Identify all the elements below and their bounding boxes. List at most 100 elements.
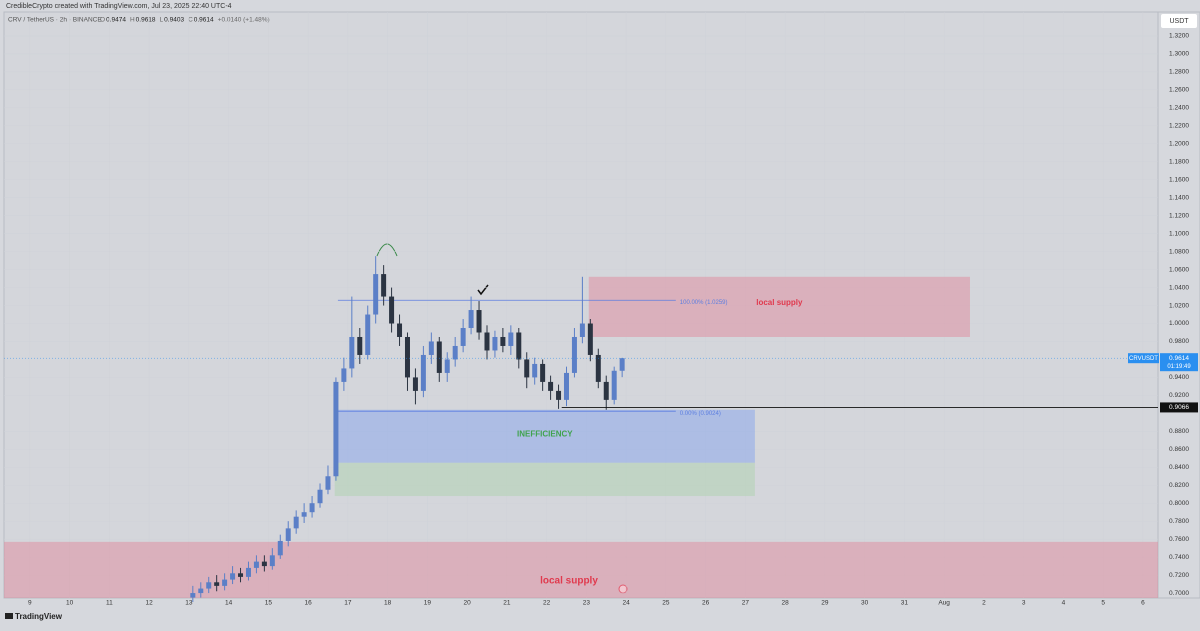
y-tick-label: 1.2800 [1169,69,1189,76]
x-tick-label: 12 [145,600,153,607]
fib-label: 100.00% (1.0259) [680,300,728,306]
candle-body [404,336,410,378]
candle-body [285,528,291,541]
candle-body [619,358,625,371]
ohlc-item: 0.9614 [194,17,214,24]
x-tick-label: 28 [782,600,790,607]
y-tick-label: 0.9400 [1169,374,1189,381]
candle-body [333,381,339,477]
candle-body [301,512,307,517]
x-tick-label: 31 [901,600,909,607]
y-tick-label: 1.0200 [1169,302,1189,309]
candle-body [436,341,442,373]
plot-area [3,11,1159,599]
x-tick-label: 26 [702,600,710,607]
ohlc-item: O [100,17,105,24]
zone [334,409,755,463]
y-tick-label: 0.8400 [1169,464,1189,471]
y-tick-label: 1.0800 [1169,248,1189,255]
y-tick-label: 0.9800 [1169,338,1189,345]
x-tick-label: 23 [583,600,591,607]
y-tick-label: 0.8200 [1169,482,1189,489]
candle-body [230,573,236,580]
candle-body [397,323,403,337]
candle-body [293,516,299,529]
x-tick-label: 29 [821,600,829,607]
x-tick-label: Aug [938,600,950,607]
candle-body [365,314,371,355]
x-tick-label: 11 [106,600,113,607]
candle-body [579,323,585,337]
ohlc-item: 0.9474 [106,17,126,24]
candle-body [524,359,530,378]
candle-body [277,540,283,556]
x-tick-label: 5 [1101,600,1105,607]
candle-body [381,274,387,297]
y-tick-label: 1.0400 [1169,284,1189,291]
candle-body [500,336,506,346]
zone [4,541,1158,598]
x-tick-label: 6 [1141,600,1145,607]
candle-body [253,561,259,568]
candle-body [460,328,466,346]
candle-body [309,503,315,513]
x-tick-label: 18 [384,600,392,607]
x-tick-label: 13 [185,600,193,607]
candle-body [540,363,546,382]
currency: USDT [1169,18,1189,25]
candle-body [269,555,275,567]
zone-label: INEFFICIENCY [517,429,573,438]
candle-body [563,372,569,400]
y-tick-label: 1.2200 [1169,123,1189,130]
candle-body [476,310,482,333]
candle-body [452,345,458,360]
zone-label: local supply [756,298,803,307]
y-tick-label: 1.1200 [1169,212,1189,219]
x-tick-label: 9 [28,600,32,607]
candle-body [571,336,577,373]
candle-body [373,274,379,315]
candle-body [548,381,554,391]
currency-box [1161,14,1197,28]
candle-body [190,593,196,598]
y-tick-label: 0.8600 [1169,446,1189,453]
price-tag [1160,402,1198,413]
symbol: CRV / TetherUS · 2h · BINANCE [8,17,102,24]
zone [588,276,970,337]
x-tick-label: 27 [742,600,750,607]
x-tick-label: 24 [623,600,631,607]
brand: TradingView [15,612,63,621]
price-tag-value: 0.9614 [1169,355,1189,362]
price-axis [1157,11,1200,599]
candle-body [206,582,212,589]
price-tag-value: 0.9066 [1169,404,1189,411]
y-tick-label: 0.8000 [1169,500,1189,507]
x-tick-label: 22 [543,600,551,607]
candle-body [317,489,323,504]
y-tick-label: 0.9200 [1169,392,1189,399]
candle-body [389,296,395,324]
ohlc-item: +0.0140 (+1.48%) [218,17,270,24]
candle-body [341,368,347,382]
y-tick-label: 0.7200 [1169,572,1189,579]
candle-body [595,354,601,382]
candle-body [468,310,474,329]
candle-body [357,336,363,355]
y-tick-label: 1.1600 [1169,176,1189,183]
y-tick-label: 1.3000 [1169,51,1189,58]
x-tick-label: 19 [424,600,432,607]
y-tick-label: 1.2000 [1169,141,1189,148]
candle-body [420,354,426,391]
candle-body [214,582,220,586]
x-tick-label: 3 [1022,600,1026,607]
x-tick-label: 2 [982,600,986,607]
candle-body [611,370,617,400]
symbol-tag-label: CRVUSDT [1129,356,1158,362]
candle-body [484,332,490,351]
credit: CredibleCrypto created with TradingView.… [6,3,232,10]
candle-body [492,336,498,351]
y-tick-label: 0.7600 [1169,536,1189,543]
price-tag [1160,353,1198,372]
y-tick-label: 0.8800 [1169,428,1189,435]
